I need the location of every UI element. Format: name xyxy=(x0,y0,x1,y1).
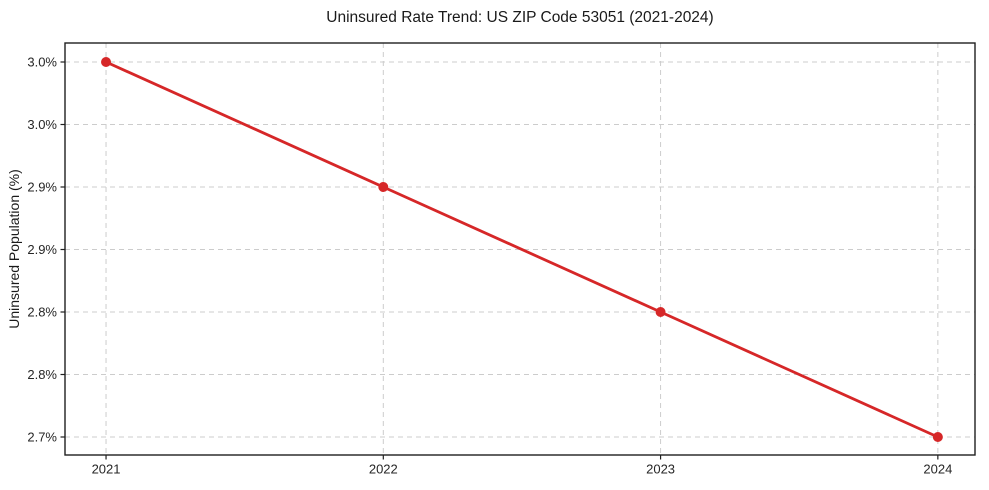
y-tick-label: 3.0% xyxy=(27,117,57,132)
data-point xyxy=(101,57,112,67)
y-tick-label: 2.9% xyxy=(27,242,57,257)
x-tick-label: 2023 xyxy=(646,462,675,477)
x-tick-label: 2022 xyxy=(369,462,398,477)
y-tick-label: 2.9% xyxy=(27,180,57,195)
trend-line xyxy=(104,60,940,439)
chart-title: Uninsured Rate Trend: US ZIP Code 53051 … xyxy=(326,9,714,26)
y-tick-label: 2.7% xyxy=(27,430,57,445)
data-point xyxy=(655,307,666,317)
data-point xyxy=(932,432,943,442)
y-tick-label: 2.8% xyxy=(27,367,57,382)
y-axis-label: Uninsured Population (%) xyxy=(6,169,22,329)
x-tick-label: 2021 xyxy=(92,462,121,477)
data-point xyxy=(378,182,389,192)
y-tick-label: 2.8% xyxy=(27,305,57,320)
x-tick-label: 2024 xyxy=(923,462,952,477)
y-tick-label: 3.0% xyxy=(27,55,57,70)
